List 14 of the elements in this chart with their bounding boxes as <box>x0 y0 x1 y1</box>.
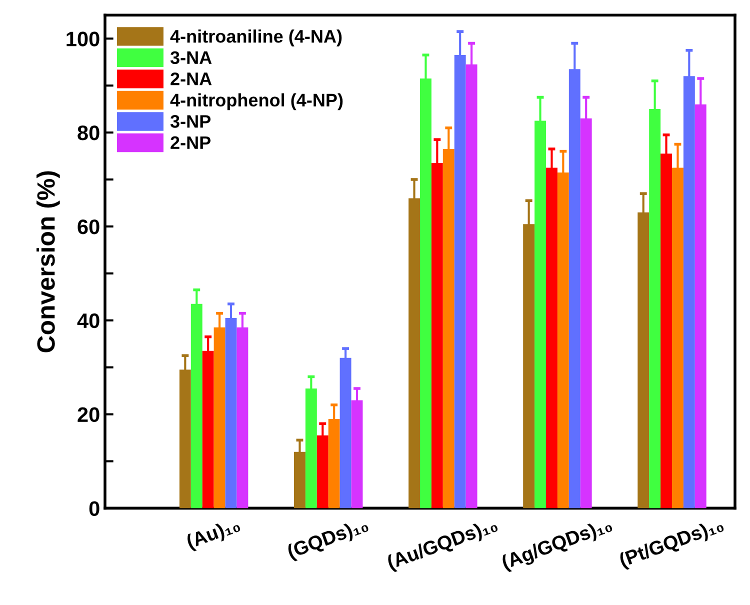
legend-label: 2-NP <box>170 136 211 149</box>
y-tick-label: 100 <box>66 32 100 46</box>
legend-label: 2-NA <box>170 72 212 86</box>
y-tick-label: 40 <box>77 313 100 328</box>
legend-label: 3-NA <box>170 51 212 64</box>
legend-label: 3-NP <box>170 115 211 128</box>
y-tick-label: 0 <box>89 501 100 516</box>
legend-label: 4-nitrophenol (4-NP) <box>170 93 343 110</box>
x-tick-label: (Au)₁₀ <box>185 516 242 552</box>
y-tick-label: 60 <box>78 219 100 234</box>
y-axis-title: Conversion (%) <box>36 171 60 352</box>
y-tick-label: 80 <box>78 126 100 140</box>
legend-label: 4-nitroaniline (4-NA) <box>170 29 342 46</box>
y-tick-label: 20 <box>78 407 100 422</box>
